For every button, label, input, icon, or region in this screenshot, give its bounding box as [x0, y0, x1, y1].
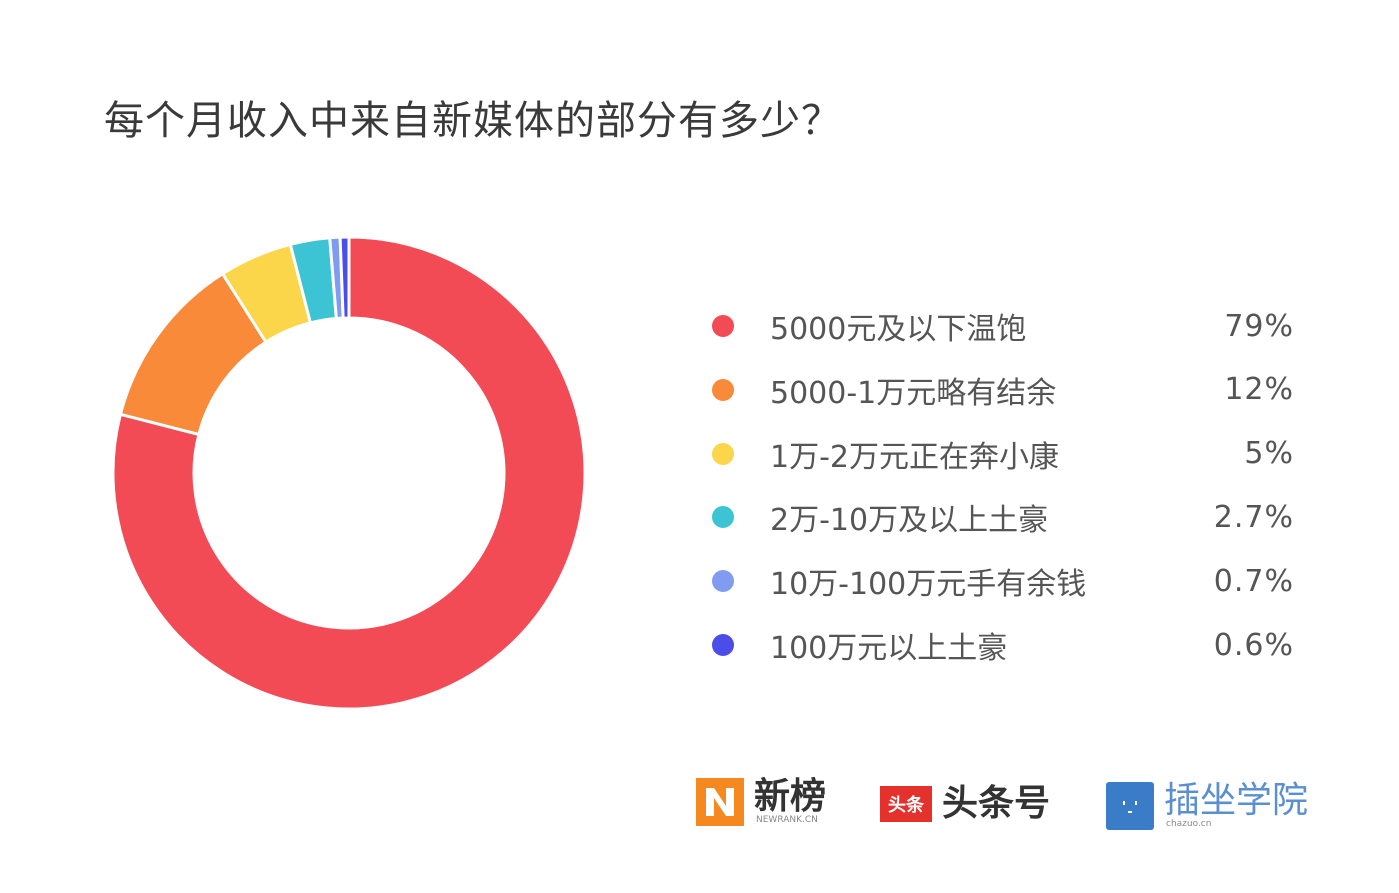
legend-value: 0.6%	[1213, 627, 1294, 663]
donut-chart	[111, 235, 587, 711]
donut-slice-5	[338, 235, 351, 320]
legend-item: 2万-10万及以上土豪 2.7%	[712, 497, 1294, 539]
legend-value: 0.7%	[1213, 563, 1294, 599]
legend-dot-icon	[712, 442, 734, 465]
newrank-sub: NEWRANK.CN	[756, 815, 818, 825]
legend-label: 100万元以上土豪	[770, 631, 1008, 666]
chart-title: 每个月收入中来自新媒体的部分有多少？	[104, 98, 842, 144]
legend-item: 5000-1万元略有结余 12%	[712, 370, 1294, 411]
legend-label: 10万-100万元手有余钱	[770, 567, 1087, 603]
legend-label: 2万-10万及以上土豪	[770, 503, 1049, 539]
donut-slice-0	[111, 235, 587, 711]
legend-label: 1万-2万元正在奔小康	[770, 439, 1059, 475]
chazuo-name: 插坐学院	[1164, 780, 1309, 821]
legend-dot-icon	[712, 634, 734, 656]
legend-item: 100万元以上土豪 0.6%	[712, 625, 1294, 666]
legend-item: 10万-100万元手有余钱 0.7%	[712, 561, 1294, 603]
legend-label: 5000-1万元略有结余	[770, 375, 1057, 411]
legend-value: 12%	[1224, 372, 1294, 408]
chazuo-logo-icon	[1106, 782, 1154, 830]
legend-value: 79%	[1224, 308, 1294, 344]
legend-dot-icon	[712, 378, 734, 401]
newrank-logo-icon	[696, 778, 744, 826]
newrank-name: 新榜	[754, 776, 827, 817]
legend-item: 5000元及以下温饱 79%	[712, 306, 1294, 347]
legend-dot-icon	[712, 506, 734, 529]
legend-dot-icon	[712, 315, 734, 337]
legend-value: 5%	[1244, 436, 1294, 472]
toutiao-logo-icon: 头条	[880, 786, 932, 822]
chazuo-sub: chazuo.cn	[1166, 819, 1212, 829]
legend-value: 2.7%	[1213, 499, 1294, 535]
legend-item: 1万-2万元正在奔小康 5%	[712, 434, 1294, 475]
logo-newrank: 新榜 NEWRANK.CN	[696, 778, 826, 826]
logo-toutiao: 头条 头条号	[880, 786, 1050, 822]
logo-chazuo: 插坐学院 chazuo.cn	[1106, 782, 1308, 830]
toutiao-name: 头条号	[942, 783, 1051, 824]
legend-dot-icon	[712, 570, 734, 593]
legend-label: 5000元及以下温饱	[770, 312, 1027, 347]
